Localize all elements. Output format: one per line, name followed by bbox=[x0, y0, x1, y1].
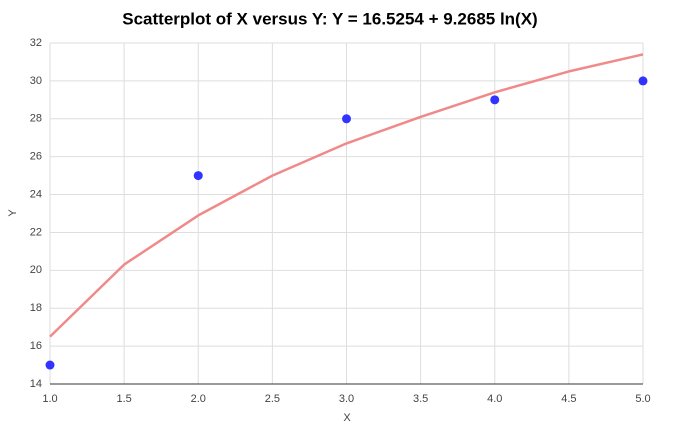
x-tick-label: 2.0 bbox=[191, 393, 206, 405]
y-tick-label: 16 bbox=[30, 340, 42, 352]
point bbox=[193, 171, 203, 181]
fit-line bbox=[49, 53, 644, 338]
x-tick-label: 4.0 bbox=[487, 393, 502, 405]
point bbox=[342, 114, 351, 124]
y-tick-label: 32 bbox=[30, 37, 42, 49]
y-tick-label: 30 bbox=[30, 75, 42, 87]
x-tick-label: 3.0 bbox=[339, 393, 354, 405]
point bbox=[638, 76, 648, 86]
x-tick-label: 5.0 bbox=[635, 393, 650, 405]
x-tick-label: 2.5 bbox=[265, 393, 280, 405]
y-tick-label: 20 bbox=[30, 264, 42, 276]
y-axis-label: Y bbox=[7, 209, 19, 217]
point bbox=[45, 360, 55, 370]
x-tick-label: 1.0 bbox=[42, 393, 57, 405]
y-tick-label: 26 bbox=[30, 151, 42, 163]
y-tick-label: 24 bbox=[30, 188, 42, 200]
x-axis-label: X bbox=[343, 412, 351, 424]
x-tick-label: 3.5 bbox=[413, 393, 428, 405]
y-tick-label: 22 bbox=[30, 226, 42, 238]
x-tick-label: 4.5 bbox=[561, 393, 576, 405]
y-tick-label: 18 bbox=[30, 302, 42, 314]
y-tick-label: 28 bbox=[30, 113, 42, 125]
point bbox=[490, 95, 500, 105]
chart-title: Scatterplot of X versus Y: Y = 16.5254 +… bbox=[122, 9, 537, 28]
x-tick-label: 1.5 bbox=[116, 393, 131, 405]
y-tick-label: 14 bbox=[30, 378, 42, 390]
